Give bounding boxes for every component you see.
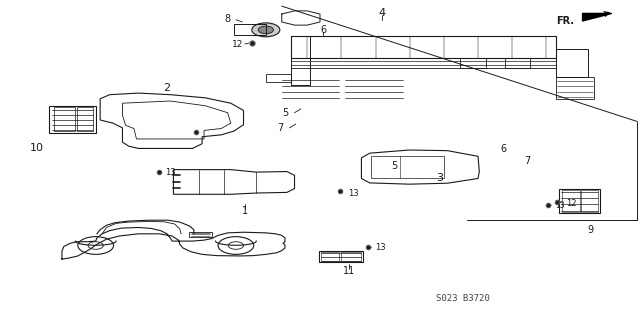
Text: 13: 13 [556,201,565,210]
Text: 1: 1 [242,206,248,216]
Text: 7: 7 [525,156,531,167]
Text: 6: 6 [320,26,326,35]
Text: S023 B3720: S023 B3720 [436,293,490,302]
Text: 10: 10 [29,144,44,153]
Text: 7: 7 [277,123,284,133]
Circle shape [252,23,280,37]
Text: 6: 6 [500,144,507,154]
Text: 13: 13 [165,168,175,177]
Text: 9: 9 [588,225,594,235]
Circle shape [258,26,273,33]
Text: 12: 12 [232,40,243,48]
Text: 13: 13 [348,189,358,198]
Polygon shape [582,13,612,21]
Text: 12: 12 [566,199,577,208]
Text: FR.: FR. [556,16,574,26]
Text: 2: 2 [163,83,171,93]
Text: 8: 8 [225,14,230,24]
Text: 5: 5 [392,161,397,171]
Text: 5: 5 [282,108,288,118]
Text: 4: 4 [379,8,386,18]
Text: 3: 3 [436,173,444,183]
Text: 11: 11 [342,266,355,276]
Text: 13: 13 [375,243,386,252]
